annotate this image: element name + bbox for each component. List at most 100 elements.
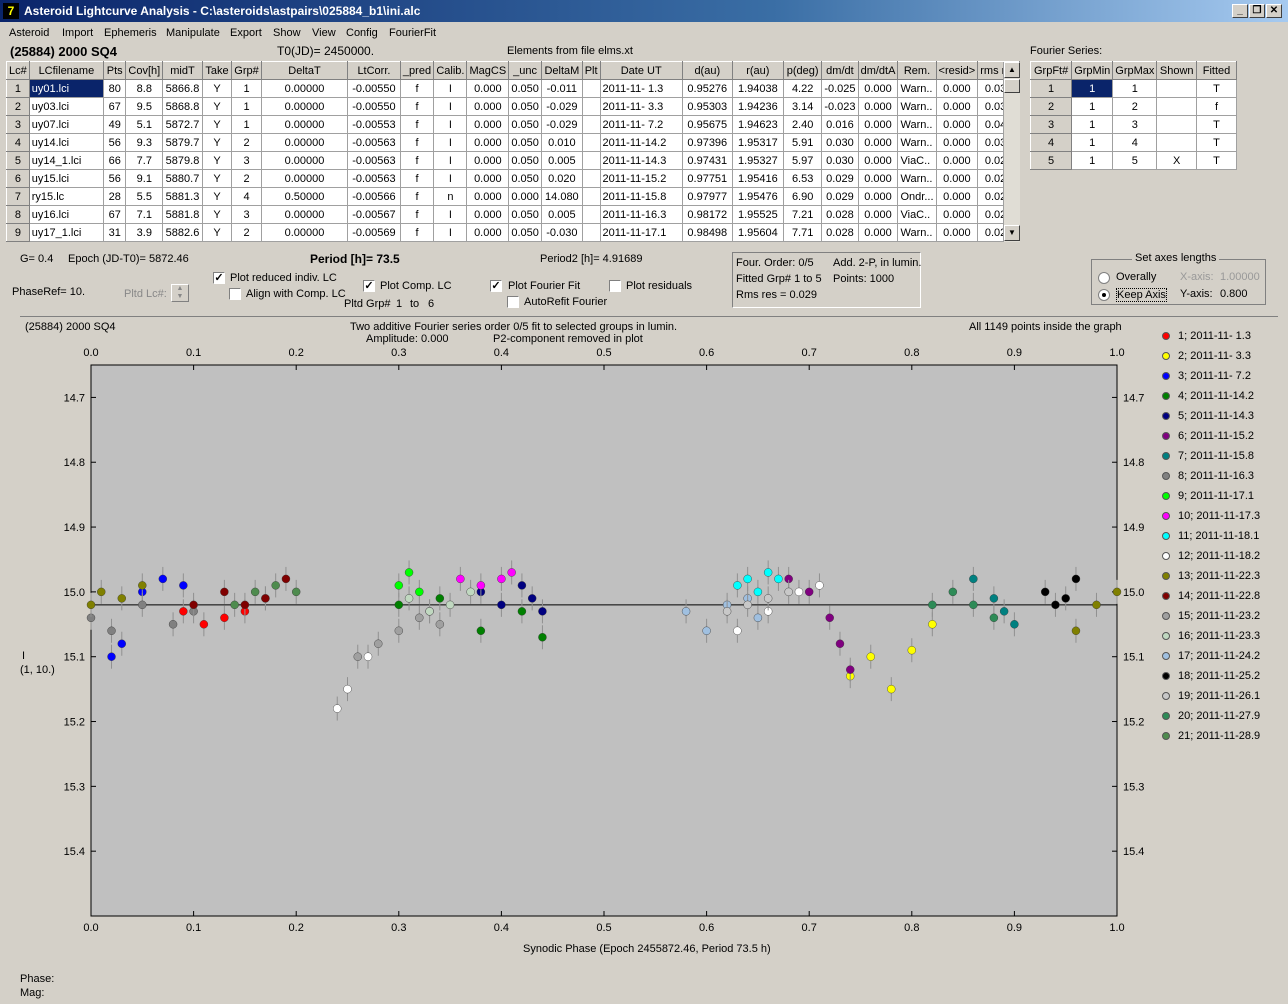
table-cell[interactable]: 5.1 (125, 115, 164, 134)
pltd-lc-spinner[interactable]: ▲ ▼ (171, 284, 189, 302)
column-header[interactable]: midT (162, 61, 203, 80)
table-cell[interactable]: -0.00569 (347, 223, 401, 242)
row-header[interactable]: 9 (6, 223, 30, 242)
table-cell[interactable]: -0.00563 (347, 133, 401, 152)
column-header[interactable]: DeltaT (260, 61, 349, 80)
table-cell[interactable]: 67 (103, 205, 127, 224)
minimize-button[interactable]: _ (1232, 4, 1248, 18)
row-header[interactable]: 1 (6, 79, 30, 98)
table-cell[interactable]: -0.00550 (347, 97, 401, 116)
table-cell[interactable]: 0.00000 (260, 223, 349, 242)
plot-fourier-checkbox[interactable]: ✓ (490, 280, 502, 292)
table-cell[interactable]: 0.050 (508, 97, 543, 116)
table-row[interactable]: 4 uy14.lci 56 9.3 5879.7 Y 2 0.00000 -0.00563 f I 0… (6, 133, 1020, 152)
restore-button[interactable]: ❐ (1249, 4, 1265, 18)
table-cell[interactable]: 0.95675 (681, 115, 733, 134)
table-cell[interactable]: 0.050 (508, 115, 543, 134)
pltd-grp-to[interactable]: 6 (428, 298, 435, 310)
column-header[interactable]: <resid> (935, 61, 979, 80)
column-header[interactable]: Take (201, 61, 233, 80)
table-cell[interactable]: 0.98172 (681, 205, 733, 224)
plot-reduced-checkbox[interactable]: ✓ (213, 272, 225, 284)
table-cell[interactable]: uy17_1.lci (28, 223, 105, 242)
table-cell[interactable]: 3.9 (125, 223, 164, 242)
table-cell[interactable]: 0.000 (935, 115, 979, 134)
table-row[interactable]: 9 uy17_1.lci 31 3.9 5882.6 Y 2 0.00000 -0.00569 f… (6, 223, 1020, 242)
table-cell[interactable]: 7.7 (125, 151, 164, 170)
table-cell[interactable]: -0.00553 (347, 115, 401, 134)
table-cell[interactable]: I (433, 205, 468, 224)
table-cell[interactable]: 0.028 (821, 223, 859, 242)
table-row[interactable]: 5 uy14_1.lci 66 7.7 5879.8 Y 3 0.00000 -0.00563 f… (6, 151, 1020, 170)
table-cell[interactable]: 2 (231, 223, 262, 242)
table-cell[interactable]: 0.000 (935, 151, 979, 170)
column-header[interactable]: Plt (581, 61, 601, 80)
column-header[interactable]: GrpFt# (1029, 61, 1073, 80)
table-cell[interactable]: 0.000 (466, 187, 510, 206)
table-cell[interactable]: uy14_1.lci (28, 151, 105, 170)
table-cell[interactable]: 80 (103, 79, 127, 98)
table-row[interactable]: 1 uy01.lci 80 8.8 5866.8 Y 1 0.00000 -0.00550 f I 0… (6, 79, 1020, 98)
table-cell[interactable]: ViaC.. (897, 205, 937, 224)
column-header[interactable]: dm/dt (821, 61, 859, 80)
menu-show[interactable]: Show (273, 27, 301, 39)
menu-fourierfit[interactable]: FourierFit (389, 27, 437, 39)
table-cell[interactable]: 0.050 (508, 151, 543, 170)
column-header[interactable]: Pts (103, 61, 127, 80)
table-cell[interactable]: 0.000 (935, 97, 979, 116)
scroll-up-arrow-icon[interactable]: ▲ (1004, 62, 1020, 78)
table-cell[interactable]: 0.050 (508, 223, 543, 242)
column-header[interactable]: DeltaM (541, 61, 583, 80)
column-header[interactable]: Lc# (6, 61, 30, 80)
table-cell[interactable]: 67 (103, 97, 127, 116)
table-cell[interactable]: 0.050 (508, 133, 543, 152)
menu-export[interactable]: Export (230, 27, 262, 39)
table-cell[interactable]: 0.000 (857, 151, 899, 170)
menu-view[interactable]: View (312, 27, 336, 39)
lightcurve-table[interactable]: Lc# LCfilename Pts Cov[h] midT Take Grp# DeltaT… (6, 61, 1020, 242)
table-cell[interactable]: 0.050 (508, 205, 543, 224)
table-cell[interactable]: 31 (103, 223, 127, 242)
table-cell[interactable]: 4 (231, 187, 262, 206)
table-cell[interactable]: 1.95317 (731, 133, 784, 152)
table-cell[interactable]: -0.030 (541, 223, 583, 242)
table-cell[interactable]: f (1196, 97, 1237, 116)
table-cell[interactable]: 0.005 (541, 151, 583, 170)
table-cell[interactable]: 4.22 (782, 79, 823, 98)
table-cell[interactable]: -0.011 (541, 79, 583, 98)
phaseref-value[interactable]: PhaseRef= 10. (12, 286, 86, 298)
table-cell[interactable]: 1.95525 (731, 205, 784, 224)
menu-ephemeris[interactable]: Ephemeris (104, 27, 157, 39)
x-axis-value[interactable]: 1.00000 (1220, 271, 1260, 283)
plot-comp-checkbox[interactable]: ✓ (363, 280, 375, 292)
table-cell[interactable]: 2011-11- 7.2 (599, 115, 683, 134)
table-cell[interactable]: 0.050 (508, 79, 543, 98)
table-cell[interactable]: 0.050 (508, 169, 543, 188)
table-cell[interactable]: f (399, 223, 435, 242)
column-header[interactable]: LCfilename (28, 61, 105, 80)
table-row[interactable]: 3 uy07.lci 49 5.1 5872.7 Y 1 0.00000 -0.00553 f I 0… (6, 115, 1020, 134)
table-cell[interactable]: 9.1 (125, 169, 164, 188)
table-cell[interactable]: -0.029 (541, 97, 583, 116)
overally-radio[interactable] (1098, 272, 1110, 284)
plot-residuals-checkbox[interactable] (609, 280, 621, 292)
column-header[interactable]: r(au) (731, 61, 784, 80)
align-checkbox[interactable] (229, 288, 241, 300)
keep-axis-radio[interactable] (1098, 289, 1110, 301)
table-cell[interactable]: 5 (1112, 151, 1158, 170)
table-cell[interactable]: 1 (1071, 151, 1114, 170)
table-cell[interactable]: 9.5 (125, 97, 164, 116)
table-cell[interactable]: Warn.. (897, 223, 937, 242)
column-header[interactable]: Shown (1156, 61, 1197, 80)
table-cell[interactable]: 0.000 (935, 205, 979, 224)
table-cell[interactable]: uy14.lci (28, 133, 105, 152)
table-cell[interactable]: -0.00563 (347, 169, 401, 188)
table-cell[interactable]: 7.71 (782, 223, 823, 242)
table-cell[interactable]: 0.005 (541, 205, 583, 224)
table-cell[interactable]: I (433, 223, 468, 242)
table-cell[interactable]: 5872.7 (162, 115, 203, 134)
table-cell[interactable]: uy15.lci (28, 169, 105, 188)
